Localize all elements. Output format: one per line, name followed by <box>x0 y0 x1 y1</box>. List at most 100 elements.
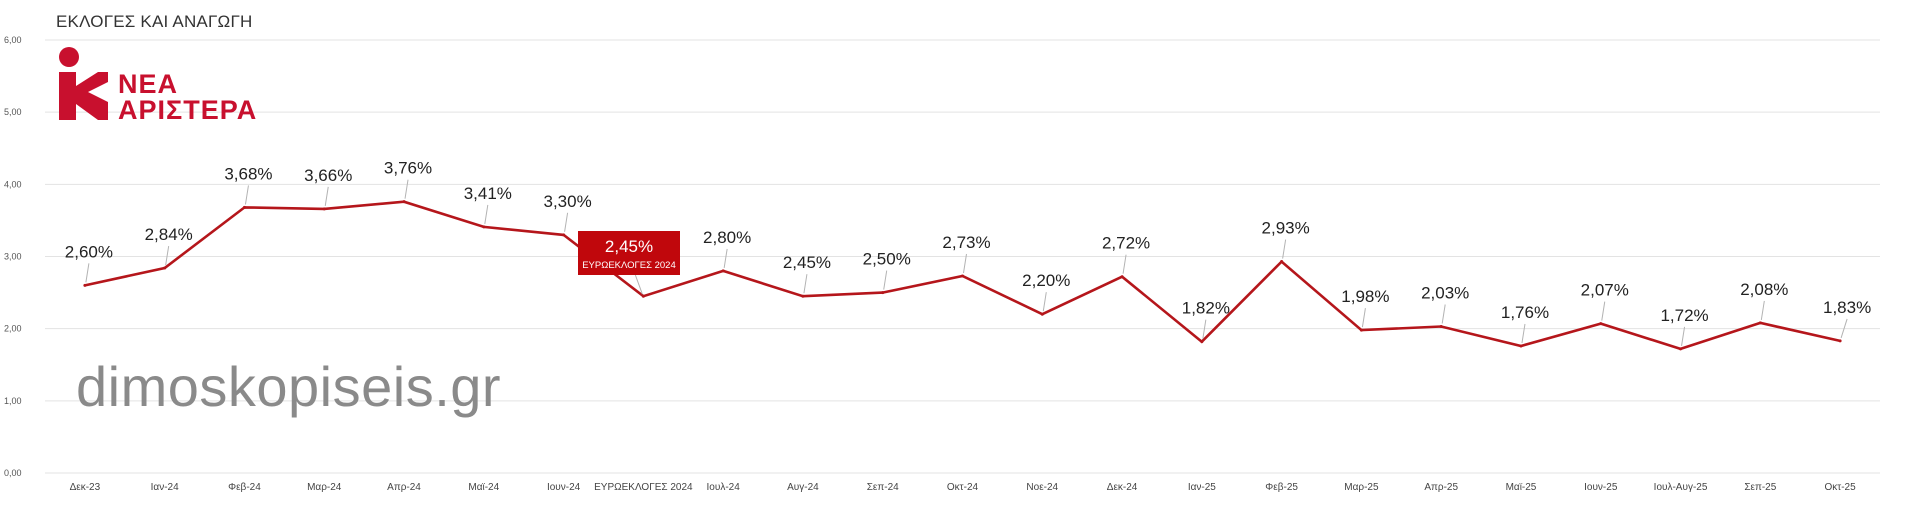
data-point <box>1519 344 1523 348</box>
highlight-caption: ΕΥΡΩΕΚΛΟΓΕΣ 2024 <box>582 260 676 271</box>
label-leader-line <box>1760 300 1765 320</box>
x-tick-label: Φεβ-24 <box>228 482 261 493</box>
label-leader-line <box>1521 323 1526 344</box>
data-label: 2,73% <box>942 233 990 252</box>
x-tick-label: Απρ-25 <box>1424 482 1458 493</box>
label-leader-line <box>803 274 808 294</box>
x-tick-label: Απρ-24 <box>387 482 421 493</box>
data-label: 2,80% <box>703 228 751 247</box>
label-leader-line <box>634 274 643 295</box>
data-point <box>1040 312 1044 316</box>
x-tick-label: Ιαν-25 <box>1188 482 1216 493</box>
x-tick-label: Μαρ-25 <box>1344 482 1379 493</box>
label-leader-line <box>1282 239 1287 259</box>
data-point <box>83 283 87 287</box>
data-label: 2,07% <box>1581 281 1629 300</box>
x-tick-label: Νοε-24 <box>1026 482 1058 493</box>
x-tick-label: Σεπ-25 <box>1744 482 1776 493</box>
data-point <box>1599 322 1603 326</box>
watermark: dimoskopiseis.gr <box>76 355 502 418</box>
y-tick-label: 2,00 <box>4 324 22 334</box>
label-leader-line <box>963 253 967 274</box>
label-leader-line <box>1441 304 1446 324</box>
y-tick-label: 4,00 <box>4 179 22 189</box>
label-leader-line <box>484 204 489 224</box>
data-label: 3,41% <box>464 184 512 203</box>
label-leader-line <box>883 270 888 290</box>
label-leader-line <box>404 179 409 199</box>
data-point <box>562 233 566 237</box>
data-label: 3,66% <box>304 166 352 185</box>
data-point <box>1679 347 1683 351</box>
label-leader-line <box>564 212 569 232</box>
data-label: 2,45% <box>783 253 831 272</box>
data-label: 3,76% <box>384 159 432 178</box>
x-tick-label: Δεκ-23 <box>70 482 101 493</box>
data-point <box>242 205 246 209</box>
data-label: 1,83% <box>1823 298 1871 317</box>
data-label: 2,72% <box>1102 234 1150 253</box>
data-point <box>1120 275 1124 279</box>
label-leader-line <box>1681 326 1686 346</box>
data-label: 2,93% <box>1262 219 1310 238</box>
x-tick-label: Ιουλ-Αυγ-25 <box>1654 482 1708 493</box>
y-tick-label: 3,00 <box>4 252 22 262</box>
nea-aristera-logo-icon <box>59 47 108 120</box>
data-point <box>721 269 725 273</box>
x-tick-label: Ιαν-24 <box>151 482 179 493</box>
x-tick-label: Μαρ-24 <box>307 482 342 493</box>
y-tick-label: 6,00 <box>4 35 22 45</box>
data-point <box>1359 328 1363 332</box>
x-tick-label: Μαϊ-25 <box>1506 482 1537 493</box>
label-leader-line <box>1361 308 1366 328</box>
logo-line-1: ΝΕΑ <box>118 69 179 99</box>
highlight-value-label: 2,45% <box>605 237 653 256</box>
x-tick-label: Μαϊ-24 <box>468 482 499 493</box>
label-leader-line <box>1122 254 1127 274</box>
data-label: 2,20% <box>1022 271 1070 290</box>
data-label: 3,68% <box>224 164 272 183</box>
x-tick-label: ΕΥΡΩΕΚΛΟΓΕΣ 2024 <box>594 482 693 493</box>
label-leader-line <box>723 248 728 269</box>
label-leader-line <box>244 185 249 205</box>
y-tick-label: 0,00 <box>4 468 22 478</box>
data-label: 1,98% <box>1341 287 1389 306</box>
data-label: 2,03% <box>1421 284 1469 303</box>
label-leader-line <box>1202 319 1207 339</box>
data-point <box>1439 325 1443 329</box>
data-label: 1,82% <box>1182 299 1230 318</box>
data-label: 3,30% <box>543 192 591 211</box>
label-leader-line <box>1042 292 1047 312</box>
highlight-callout-box <box>578 231 680 275</box>
label-leader-line <box>1840 318 1848 339</box>
party-logo: ΝΕΑ ΑΡΙΣΤΕΡΑ <box>56 46 256 126</box>
data-point <box>1838 339 1842 343</box>
y-tick-label: 1,00 <box>4 396 22 406</box>
label-leader-line <box>324 186 329 206</box>
data-label: 1,72% <box>1660 306 1708 325</box>
logo-line-2: ΑΡΙΣΤΕΡΑ <box>118 95 258 125</box>
x-tick-label: Σεπ-24 <box>867 482 899 493</box>
data-point <box>641 294 645 298</box>
label-leader-line <box>1601 301 1606 321</box>
x-tick-label: Αυγ-24 <box>787 482 819 493</box>
x-tick-label: Δεκ-24 <box>1107 482 1138 493</box>
data-label: 2,60% <box>65 242 113 261</box>
data-label: 1,76% <box>1501 303 1549 322</box>
x-tick-label: Ιουλ-24 <box>707 482 741 493</box>
data-point <box>402 200 406 204</box>
data-point <box>1200 340 1204 344</box>
label-leader-line <box>85 263 90 283</box>
data-label: 2,08% <box>1740 280 1788 299</box>
x-tick-label: Φεβ-25 <box>1265 482 1298 493</box>
data-point <box>163 266 167 270</box>
data-point <box>801 294 805 298</box>
data-point <box>961 274 964 278</box>
data-point <box>881 291 885 295</box>
data-point <box>322 207 326 211</box>
data-point <box>482 225 486 229</box>
label-leader-line <box>165 245 170 266</box>
y-tick-label: 5,00 <box>4 107 22 117</box>
